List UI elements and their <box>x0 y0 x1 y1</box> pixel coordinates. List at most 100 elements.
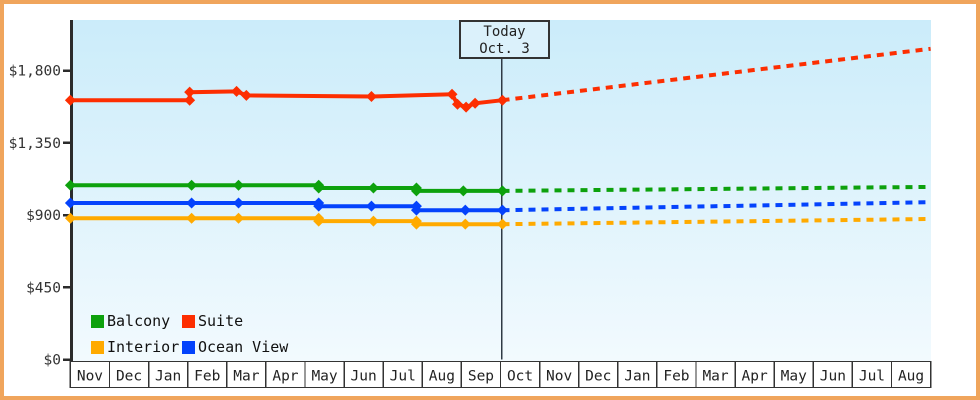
legend-label: Interior <box>107 338 180 356</box>
data-point-interior <box>496 218 508 230</box>
legend-item-interior: Interior <box>91 338 182 356</box>
ocean-view-color-swatch-icon <box>182 340 195 354</box>
today-date: Oct. 3 <box>479 41 530 57</box>
x-axis-month-label: Jun <box>820 369 846 385</box>
y-axis-tick-label: $1,350 <box>9 136 61 152</box>
data-point-balcony <box>410 185 422 197</box>
y-axis-tick-label: $1,800 <box>9 64 61 80</box>
legend-row: Balcony Suite <box>91 312 288 330</box>
data-point-ocean-view <box>459 204 471 216</box>
data-point-balcony <box>64 179 76 191</box>
data-point-suite <box>496 94 508 106</box>
data-point-suite <box>231 85 243 97</box>
y-axis-labels: $1,800 $1,350 $900 $450 $0 <box>9 64 61 369</box>
data-point-suite <box>460 101 472 113</box>
x-axis-month-cell <box>851 360 893 389</box>
x-axis-month-cell <box>304 360 345 389</box>
data-point-interior <box>367 215 379 227</box>
x-axis-month-label: Mar <box>233 369 259 385</box>
data-point-suite <box>64 94 76 106</box>
data-point-interior <box>313 215 325 227</box>
series-forecast-balcony <box>502 184 931 193</box>
legend-item-suite: Suite <box>182 312 243 330</box>
data-point-ocean-view <box>186 197 198 209</box>
x-axis-month-row: Nov Dec Jan Feb Mar Apr May Jun Jul Aug Sep Oct Nov D… <box>69 360 932 389</box>
legend-item-balcony: Balcony <box>91 312 182 330</box>
x-axis-month-label: Jun <box>351 369 377 385</box>
x-axis-month-label: Jul <box>859 369 885 385</box>
balcony-color-swatch-icon <box>91 314 104 328</box>
x-axis-month-cell <box>108 360 150 389</box>
series-forecast-interior <box>502 217 931 227</box>
series-line-balcony <box>70 183 503 193</box>
x-axis-month-cell <box>343 360 384 389</box>
data-point-ocean-view <box>233 197 245 209</box>
x-axis-month-cell <box>226 360 267 389</box>
x-axis-month-cell <box>812 360 854 389</box>
x-axis-month-label: Nov <box>77 369 103 385</box>
x-axis-month-label: Apr <box>742 369 768 385</box>
x-axis-month-label: Aug <box>429 369 455 385</box>
x-axis-month-label: May <box>311 369 337 385</box>
data-point-ocean-view <box>410 204 422 216</box>
data-point-balcony <box>367 182 379 194</box>
data-point-interior <box>233 212 245 224</box>
data-point-suite <box>184 86 196 98</box>
data-point-suite <box>469 97 481 109</box>
x-axis-month-cell <box>265 360 306 389</box>
x-axis-month-label: Apr <box>272 369 298 385</box>
data-point-balcony <box>313 182 325 194</box>
legend-label: Suite <box>198 312 244 330</box>
data-point-suite <box>451 98 463 110</box>
x-axis-month-label: Nov <box>546 369 572 385</box>
x-axis-month-label: Feb <box>663 369 689 385</box>
x-axis-month-cell <box>890 360 932 389</box>
y-axis-tick-label: $0 <box>44 353 61 369</box>
x-axis-month-cell <box>186 360 228 389</box>
today-label: Today <box>483 24 526 40</box>
today-marker-box: Today Oct. 3 <box>459 20 550 59</box>
data-point-suite <box>184 94 196 106</box>
series-layer <box>64 46 931 230</box>
x-axis-month-cell <box>695 360 736 389</box>
series-line-interior <box>70 216 503 227</box>
data-point-ocean-view <box>365 200 377 212</box>
x-axis-month-label: Dec <box>116 369 142 385</box>
data-point-suite <box>240 89 252 101</box>
data-point-ocean-view <box>313 200 325 212</box>
x-axis-month-label: May <box>781 369 807 385</box>
legend-row: Interior Ocean View <box>91 338 288 356</box>
x-axis-month-label: Jan <box>624 369 650 385</box>
data-point-interior <box>186 212 198 224</box>
series-forecast-suite <box>502 46 931 103</box>
x-axis-month-label: Oct <box>507 369 533 385</box>
data-point-ocean-view <box>64 197 76 209</box>
y-axis <box>63 20 73 362</box>
legend-item-ocean-view: Ocean View <box>182 338 288 356</box>
x-axis-month-label: Mar <box>702 369 728 385</box>
data-point-ocean-view <box>496 204 508 216</box>
data-point-balcony <box>496 185 508 197</box>
data-point-interior <box>64 212 76 224</box>
x-axis-month-cell <box>382 360 424 389</box>
x-axis-month-label: Jul <box>390 369 416 385</box>
y-axis-tick-label: $900 <box>26 208 61 224</box>
x-axis-month-label: Dec <box>585 369 611 385</box>
x-axis-month-cell <box>499 360 541 389</box>
interior-color-swatch-icon <box>91 340 104 354</box>
data-point-balcony <box>186 179 198 191</box>
legend-label: Balcony <box>107 312 171 330</box>
x-axis-month-cell <box>617 360 658 389</box>
y-axis-tick-label: $450 <box>26 280 61 296</box>
data-point-suite <box>365 91 377 103</box>
x-axis-month-cell <box>69 360 111 389</box>
chart-legend: Balcony Suite Interior Ocean View <box>91 312 288 364</box>
data-point-interior <box>410 218 422 230</box>
data-point-interior <box>459 218 471 230</box>
x-axis-month-label: Jan <box>155 369 181 385</box>
series-forecast-ocean-view <box>502 200 931 213</box>
x-axis-month-label: Feb <box>194 369 220 385</box>
data-point-balcony <box>457 185 469 197</box>
